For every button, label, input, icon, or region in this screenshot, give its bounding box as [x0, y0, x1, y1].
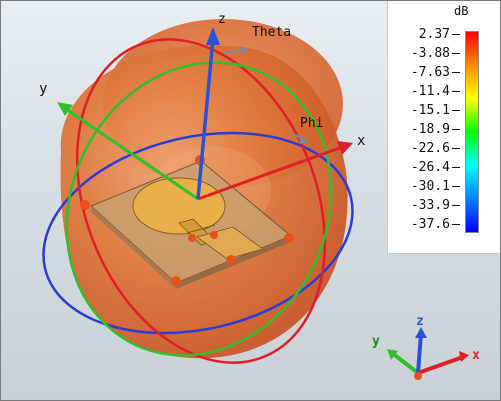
legend-tick-mark — [452, 129, 460, 130]
z-axis-arrow — [196, 27, 220, 200]
legend-tick-mark — [452, 224, 460, 225]
legend-tick-label: -11.4 — [410, 84, 450, 99]
triad-x-label: x — [472, 348, 480, 363]
x-axis-label: x — [357, 133, 366, 149]
legend-unit: dB — [454, 4, 469, 18]
color-scale-legend: dB 2.37 -3.88 -7.63 -11.4 -15.1 -18.9 -22.6 -2… — [387, 1, 500, 254]
triad-z-label: z — [416, 314, 424, 329]
legend-tick-mark — [452, 34, 460, 35]
phi-great-circle — [42, 131, 354, 335]
legend-tick-mark — [452, 72, 460, 73]
legend-tick-label: -30.1 — [410, 179, 450, 194]
legend-tick-label: -18.9 — [410, 122, 450, 137]
phi-label: Phi — [300, 116, 324, 131]
legend-tick-mark — [452, 110, 460, 111]
x-axis-arrow — [197, 141, 353, 201]
legend-tick-label: -37.6 — [410, 217, 450, 232]
theta-direction-marker — [222, 46, 249, 54]
triad-y-label: y — [372, 334, 380, 349]
legend-tick-mark — [452, 167, 460, 168]
legend-tick-label: -33.9 — [410, 198, 450, 213]
legend-tick-label: -15.1 — [410, 103, 450, 118]
legend-tick-mark — [452, 186, 460, 187]
phi-direction-marker — [290, 132, 309, 144]
theta-great-circle-green — [65, 61, 333, 357]
theta-label: Theta — [252, 25, 292, 40]
legend-tick-label: -26.4 — [410, 160, 450, 175]
legend-tick-label: -3.88 — [410, 46, 450, 61]
legend-max-value: 2.37 — [418, 27, 450, 42]
orientation-triad — [387, 327, 469, 380]
z-axis-label: z — [218, 12, 226, 27]
legend-tick-mark — [452, 148, 460, 149]
patch-antenna-model — [90, 160, 292, 289]
y-axis-label: y — [39, 81, 48, 97]
legend-tick-mark — [452, 53, 460, 54]
legend-tick-mark — [452, 91, 460, 92]
colorbar-gradient — [465, 31, 479, 233]
y-axis-arrow — [57, 102, 199, 201]
legend-tick-label: -7.63 — [410, 65, 450, 80]
legend-tick-label: -22.6 — [410, 141, 450, 156]
legend-tick-mark — [452, 205, 460, 206]
